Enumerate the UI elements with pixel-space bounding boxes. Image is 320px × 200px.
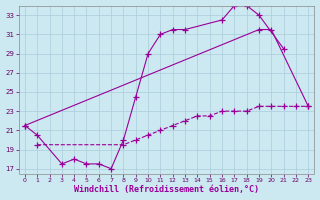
X-axis label: Windchill (Refroidissement éolien,°C): Windchill (Refroidissement éolien,°C) [74,185,259,194]
